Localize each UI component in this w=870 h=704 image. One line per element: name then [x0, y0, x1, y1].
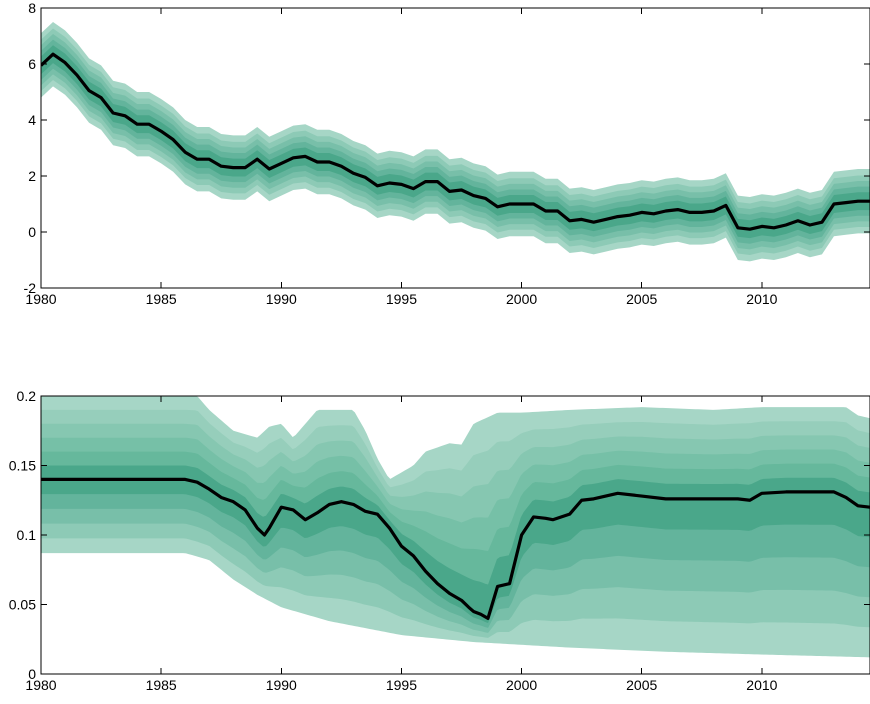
top-axes-frame [40, 7, 870, 289]
top-axes: 1980 1985 1990 1995 2000 2005 2010 -2 0 2 4 6 8 [24, 0, 870, 307]
top-x-tick-label: 2005 [626, 291, 657, 307]
bottom-x-tick-label: 1985 [146, 677, 177, 693]
bottom-x-tick-label: 2005 [626, 677, 657, 693]
bottom-y-tick-label: 0.05 [9, 597, 36, 613]
bottom-x-tick-label: 1995 [386, 677, 417, 693]
bottom-x-tick-label: 1980 [25, 677, 56, 693]
top-fan-band [41, 45, 870, 239]
bottom-y-tick-label: 0 [28, 666, 36, 682]
top-y-tick-label: 2 [28, 168, 36, 184]
bottom-chart-panel: 1980 1985 1990 1995 2000 2005 2010 0 0.05 0.1 0.15… [9, 388, 870, 693]
top-x-tick-label: 1990 [266, 291, 297, 307]
bottom-x-tick-label: 1990 [266, 677, 297, 693]
bottom-x-tick-label: 2010 [746, 677, 777, 693]
top-median-line [41, 52, 870, 231]
top-y-tick-label: 0 [28, 224, 36, 240]
top-plot-area [41, 22, 870, 262]
top-y-tick-label: 6 [28, 56, 36, 72]
bottom-axes: 1980 1985 1990 1995 2000 2005 2010 0 0.05 0.1 0.15… [9, 388, 870, 693]
bottom-fan-band-upper [41, 465, 870, 618]
bottom-y-tick-label: 0.2 [17, 388, 37, 404]
top-fan-band [41, 34, 870, 250]
top-chart-panel: 1980 1985 1990 1995 2000 2005 2010 -2 0 2 4 6 8 [24, 0, 870, 307]
top-x-tick-label: 2000 [506, 291, 537, 307]
top-x-tick-label: 2010 [746, 291, 777, 307]
top-y-tick-label: 4 [28, 112, 36, 128]
bottom-y-tick-label: 0.1 [17, 527, 37, 543]
bottom-x-tick-label: 2000 [506, 677, 537, 693]
top-y-tick-label: -2 [24, 280, 37, 296]
bottom-plot-area [41, 396, 870, 658]
bottom-median-line [41, 477, 870, 620]
top-x-tick-label: 1980 [25, 291, 56, 307]
top-y-tick-label: 8 [28, 0, 36, 16]
bottom-y-tick-label: 0.15 [9, 458, 36, 474]
top-x-tick-label: 1985 [146, 291, 177, 307]
top-x-tick-label: 1995 [386, 291, 417, 307]
